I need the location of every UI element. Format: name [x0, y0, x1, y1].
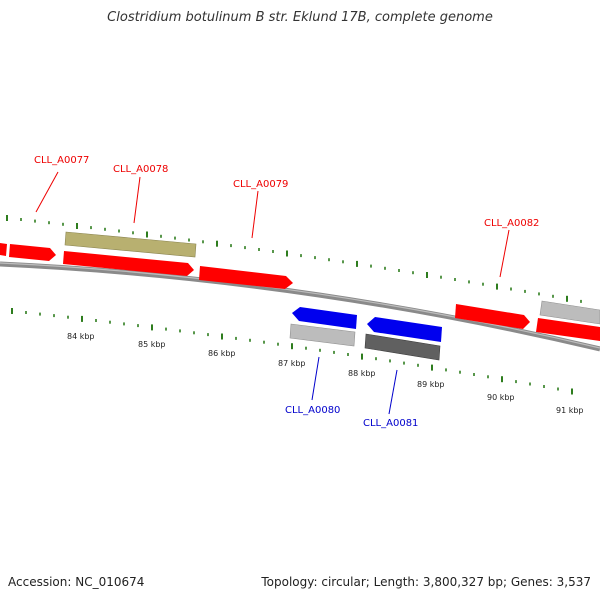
scale-label: 86 kbp [208, 349, 236, 358]
dark-feature[interactable] [364, 333, 441, 361]
lower-tick-track [11, 308, 573, 395]
map-title: Clostridium botulinum B str. Eklund 17B,… [107, 10, 493, 25]
scale-label: 91 kbp [556, 406, 584, 415]
grey-feature[interactable] [289, 323, 356, 347]
genome-backbone-highlight [0, 262, 600, 349]
gene-label[interactable]: CLL_A0077 [34, 155, 89, 166]
leader-line [499, 229, 510, 278]
scale-label: 89 kbp [417, 380, 445, 389]
gene-arrow-forward[interactable] [0, 243, 7, 256]
gene-label[interactable]: CLL_A0078 [113, 164, 168, 175]
gene-arrow-forward[interactable] [455, 304, 530, 329]
gene-arrow-forward[interactable] [63, 251, 194, 276]
leader-line [35, 171, 59, 213]
genome-backbone [0, 261, 600, 352]
gene-arrow-reverse[interactable] [367, 317, 442, 342]
gene-label[interactable]: CLL_A0081 [363, 418, 418, 429]
gene-label[interactable]: CLL_A0080 [285, 405, 340, 416]
grey-feature-right[interactable] [539, 300, 600, 325]
leader-line [388, 369, 398, 415]
scale-label: 88 kbp [348, 369, 376, 378]
upper-tick-track [6, 215, 582, 303]
gene-arrow-reverse[interactable] [292, 307, 357, 329]
scale-label: 85 kbp [138, 340, 166, 349]
accession-text: Accession: NC_010674 [8, 575, 145, 589]
gene-label[interactable]: CLL_A0079 [233, 179, 288, 190]
scale-label: 84 kbp [67, 332, 95, 341]
leader-line [251, 190, 259, 239]
gene-label[interactable]: CLL_A0082 [484, 218, 539, 229]
leader-line [311, 356, 320, 401]
gene-arrow-forward[interactable] [536, 318, 600, 341]
topology-summary: Topology: circular; Length: 3,800,327 bp… [261, 575, 591, 589]
gene-arrow-forward[interactable] [9, 244, 56, 261]
scale-label: 87 kbp [278, 359, 306, 368]
scale-label: 90 kbp [487, 393, 515, 402]
gene-arrow-forward[interactable] [199, 266, 293, 289]
leader-line [133, 176, 141, 224]
olive-feature[interactable] [64, 231, 197, 258]
